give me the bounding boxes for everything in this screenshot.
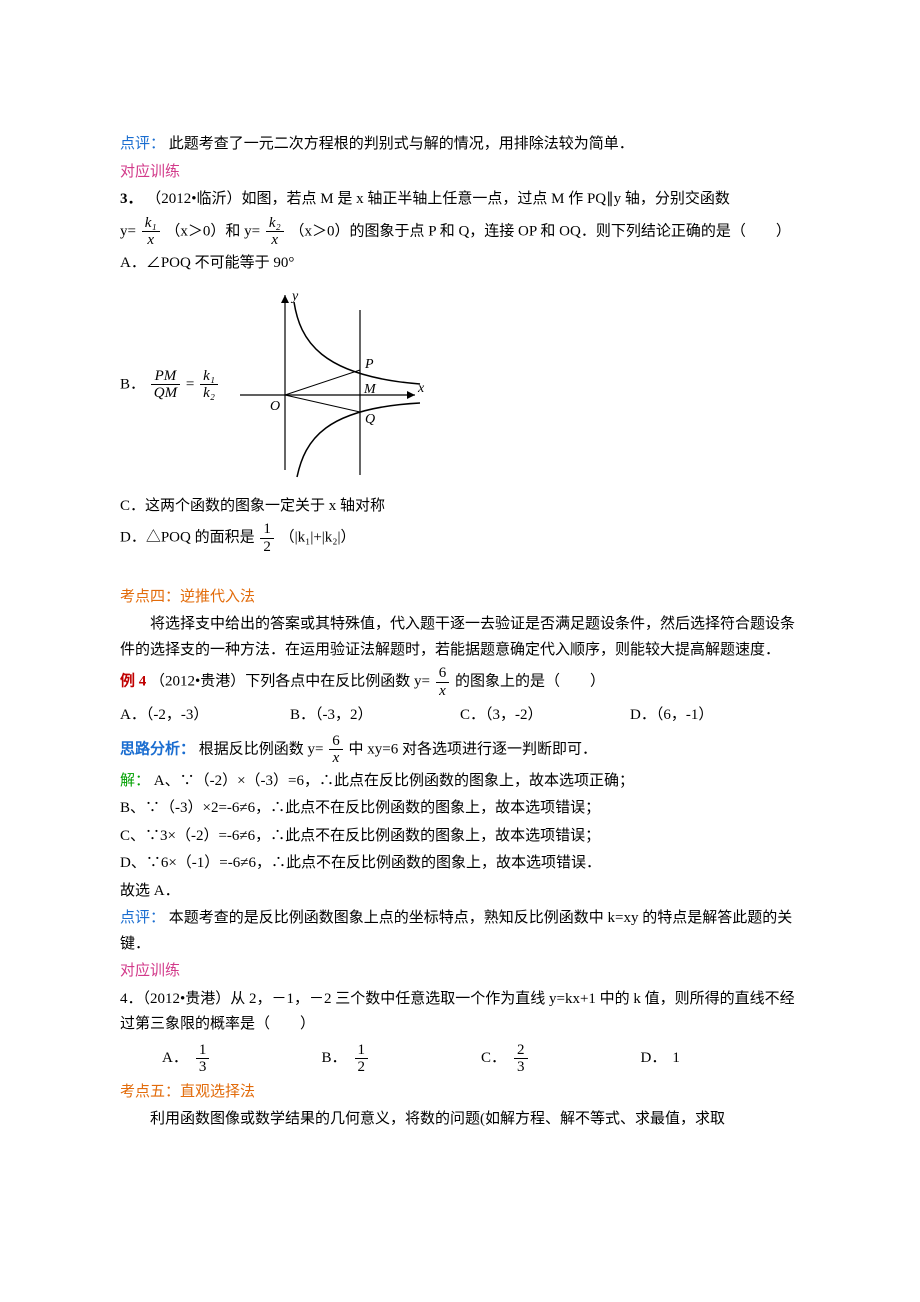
q4-choice-d: D． 1 bbox=[641, 1042, 801, 1076]
choice-b-eq: = bbox=[186, 376, 194, 392]
topic5-desc: 利用函数图像或数学结果的几何意义，将数的问题(如解方程、解不等式、求最值，求取 bbox=[120, 1107, 800, 1133]
q3-choice-a: A．∠POQ 不可能等于 90° bbox=[120, 251, 800, 277]
choice-b-label: B． bbox=[120, 376, 145, 392]
frac-1-3: 1 3 bbox=[196, 1042, 210, 1076]
q3-line1: 3． （2012•临沂）如图，若点 M 是 x 轴正半轴上任意一点，过点 M 作… bbox=[120, 187, 800, 213]
example4-choice-b: B．（-3，2） bbox=[290, 703, 460, 729]
hyperbola-diagram-svg: O x y P Q M bbox=[230, 280, 430, 480]
analysis4-text-a: 根据反比例函数 y= bbox=[199, 741, 324, 757]
svg-text:x: x bbox=[417, 381, 425, 396]
frac-1-2b: 1 2 bbox=[355, 1042, 369, 1076]
q4-choice-a: A． 1 3 bbox=[162, 1042, 322, 1076]
q3-choice-c: C．这两个函数的图象一定关于 x 轴对称 bbox=[120, 494, 800, 520]
q4-choice-b: B． 1 2 bbox=[322, 1042, 482, 1076]
example4-choice-a: A．（-2，-3） bbox=[120, 703, 290, 729]
q3-choice-d: D．△POQ 的面积是 1 2 （|k₁|+|k₂|） bbox=[120, 521, 800, 555]
solve4-conclusion: 故选 A． bbox=[120, 879, 800, 905]
example4-text-a: （2012•贵港）下列各点中在反比例函数 y= bbox=[150, 673, 430, 689]
solve4-line-d: D、∵6×（-1）=-6≠6，∴此点不在反比例函数的图象上，故本选项错误． bbox=[120, 851, 800, 877]
example4: 例 4 （2012•贵港）下列各点中在反比例函数 y= 6 x 的图象上的是（ … bbox=[120, 665, 800, 699]
practice-heading-4: 对应训练 bbox=[120, 959, 800, 985]
frac-k1-k2: k₁ k₂ bbox=[200, 368, 218, 402]
commentary-1: 点评： 此题考查了一元二次方程根的判别式与解的情况，用排除法较为简单． bbox=[120, 132, 800, 158]
practice-heading-1: 对应训练 bbox=[120, 160, 800, 186]
q3-text-a: （2012•临沂）如图，若点 M 是 x 轴正半轴上任意一点，过点 M 作 PQ… bbox=[146, 191, 730, 207]
q4-choice-c: C． 2 3 bbox=[481, 1042, 641, 1076]
q3-text-c: （x＞0）的图象于点 P 和 Q，连接 OP 和 OQ．则下列结论正确的是（ ） bbox=[289, 223, 790, 239]
document-page: 点评： 此题考查了一元二次方程根的判别式与解的情况，用排除法较为简单． 对应训练… bbox=[0, 0, 920, 1195]
frac-6-x-b: 6 x bbox=[329, 733, 343, 767]
q3-choice-b-row: B． PM QM = k₁ k₂ bbox=[120, 280, 800, 490]
svg-text:Q: Q bbox=[365, 412, 375, 427]
q4-text: 4．（2012•贵港）从 2，－1，－2 三个数中任意选取一个作为直线 y=kx… bbox=[120, 987, 800, 1038]
analysis4: 思路分析： 根据反比例函数 y= 6 x 中 xy=6 对各选项进行逐一判断即可… bbox=[120, 733, 800, 767]
example4-choice-c: C．（3，-2） bbox=[460, 703, 630, 729]
choice-d-post: （|k₁|+|k₂|） bbox=[280, 529, 356, 545]
example4-text-b: 的图象上的是（ ） bbox=[455, 673, 605, 689]
q3-choice-b: B． PM QM = k₁ k₂ bbox=[120, 368, 220, 402]
commentary4-text: 本题考查的是反比例函数图象上点的坐标特点，熟知反比例函数中 k=xy 的特点是解… bbox=[120, 910, 792, 952]
solve4-label: 解： bbox=[120, 773, 150, 789]
q4-choices: A． 1 3 B． 1 2 C． 2 3 D． 1 bbox=[120, 1042, 800, 1076]
q3-text-b: （x＞0）和 y= bbox=[165, 223, 260, 239]
frac-k2-x: k₂ x bbox=[266, 215, 284, 249]
commentary-text: 此题考查了一元二次方程根的判别式与解的情况，用排除法较为简单． bbox=[169, 136, 634, 152]
example4-label: 例 4 bbox=[120, 673, 146, 689]
analysis4-text-b: 中 xy=6 对各选项进行逐一判断即可． bbox=[348, 741, 596, 757]
svg-text:y: y bbox=[290, 289, 299, 304]
solve4-line-c: C、∵3×（-2）=-6≠6，∴此点不在反比例函数的图象上，故本选项错误； bbox=[120, 824, 800, 850]
choice-d-pre: D．△POQ 的面积是 bbox=[120, 529, 255, 545]
frac-2-3: 2 3 bbox=[514, 1042, 528, 1076]
svg-text:P: P bbox=[364, 357, 374, 372]
frac-1-2: 1 2 bbox=[260, 521, 274, 555]
solve4-line-b: B、∵（-3）×2=-6≠6，∴此点不在反比例函数的图象上，故本选项错误； bbox=[120, 796, 800, 822]
example4-choices: A．（-2，-3） B．（-3，2） C．（3，-2） D．（6，-1） bbox=[120, 703, 800, 729]
q3-eq-pre: y= bbox=[120, 223, 136, 239]
commentary-4: 点评： 本题考查的是反比例函数图象上点的坐标特点，熟知反比例函数中 k=xy 的… bbox=[120, 906, 800, 957]
topic4-desc: 将选择支中给出的答案或其特殊值，代入题干逐一去验证是否满足题设条件，然后选择符合… bbox=[120, 612, 800, 663]
analysis4-label: 思路分析： bbox=[120, 741, 195, 757]
solve4-line-a: 解： A、∵（-2）×（-3）=6，∴此点在反比例函数的图象上，故本选项正确； bbox=[120, 769, 800, 795]
frac-pm-qm: PM QM bbox=[151, 368, 180, 402]
q3-label: 3． bbox=[120, 191, 143, 207]
frac-6-x-a: 6 x bbox=[436, 665, 450, 699]
commentary4-label: 点评： bbox=[120, 910, 165, 926]
commentary-label: 点评： bbox=[120, 136, 165, 152]
q3-line2: y= k₁ x （x＞0）和 y= k₂ x （x＞0）的图象于点 P 和 Q，… bbox=[120, 215, 800, 249]
svg-text:O: O bbox=[270, 399, 280, 414]
frac-k1-x: k₁ x bbox=[142, 215, 160, 249]
topic4-heading: 考点四：逆推代入法 bbox=[120, 585, 800, 611]
q3-diagram: O x y P Q M bbox=[230, 280, 430, 490]
topic5-heading: 考点五：直观选择法 bbox=[120, 1080, 800, 1106]
example4-choice-d: D．（6，-1） bbox=[630, 703, 800, 729]
